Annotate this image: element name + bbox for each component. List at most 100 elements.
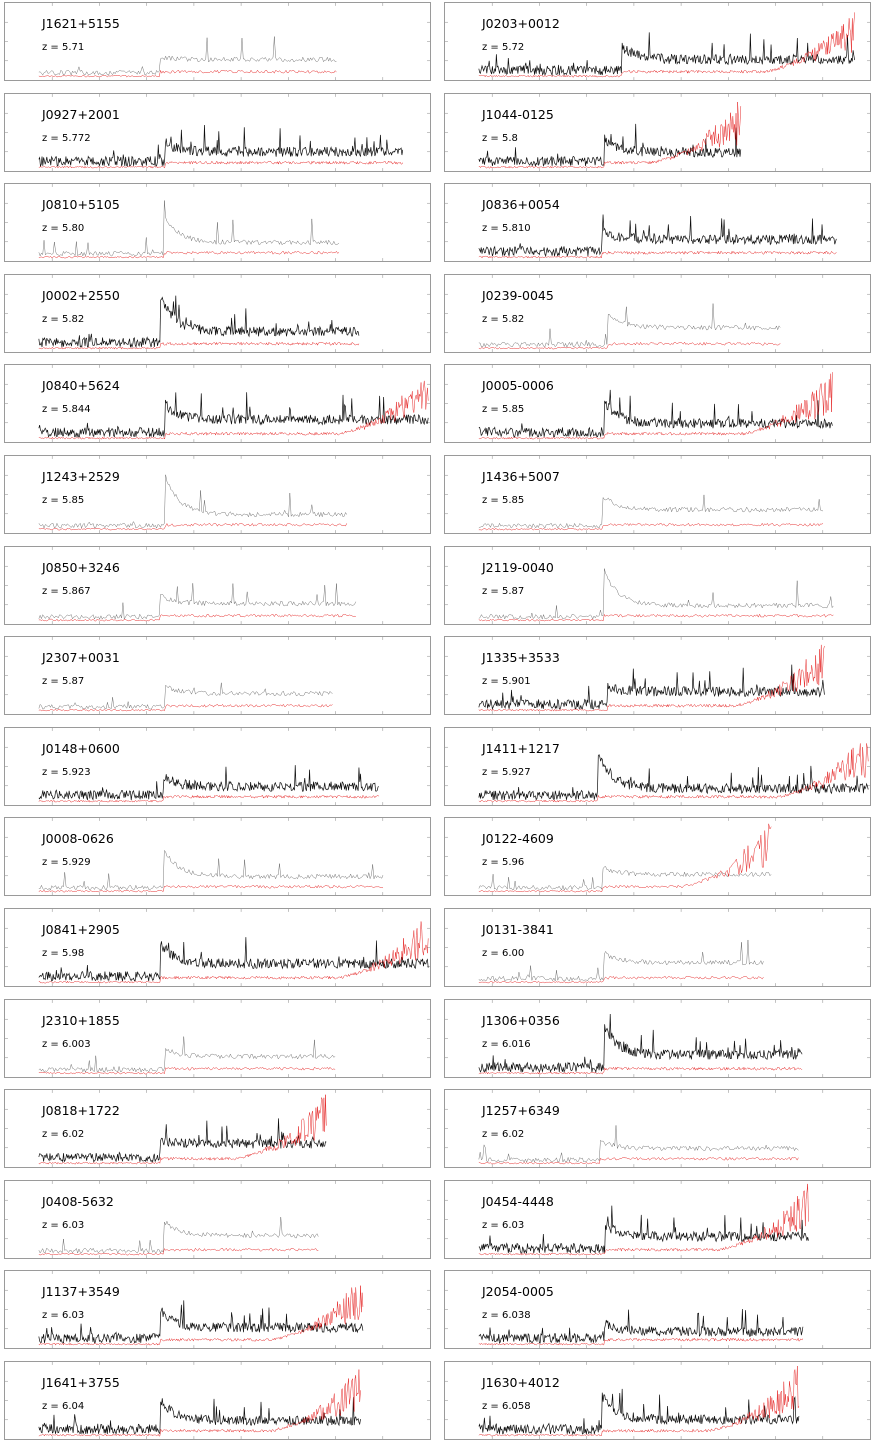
error-series: [38, 1369, 361, 1437]
spectrum-panel: J1411+1217 z = 5.927: [444, 727, 871, 806]
spectrum-panel: J1630+4012 z = 6.058: [444, 1361, 871, 1440]
redshift-label: z = 6.016: [482, 1039, 531, 1050]
spectrum-plot: [445, 1271, 870, 1348]
spectrum-panel: J0836+0054 z = 5.810: [444, 183, 871, 262]
spectrum-panel: J1641+3755 z = 6.04: [4, 1361, 431, 1440]
error-series: [38, 1094, 327, 1165]
error-series: [38, 884, 384, 893]
flux-series: [38, 583, 357, 620]
redshift-label: z = 6.02: [482, 1129, 525, 1140]
error-series: [38, 613, 356, 622]
quasar-name: J0850+3246: [42, 560, 120, 575]
quasar-name: J1436+5007: [482, 469, 560, 484]
error-series: [478, 613, 834, 622]
flux-series: [38, 1397, 361, 1435]
flux-series: [38, 1217, 319, 1254]
quasar-name: J1630+4012: [482, 1375, 560, 1390]
spectrum-plot: [5, 1181, 430, 1258]
spectrum-plot: [445, 818, 870, 895]
redshift-label: z = 5.87: [42, 676, 85, 687]
spectrum-panel: J1306+0356 z = 6.016: [444, 999, 871, 1078]
spectrum-panel: J0239-0045 z = 5.82: [444, 274, 871, 353]
flux-series: [478, 664, 825, 711]
flux-series: [38, 1118, 327, 1163]
spectrum-panel: J1137+3549 z = 6.03: [4, 1270, 431, 1349]
error-series: [478, 644, 825, 712]
flux-series: [478, 214, 837, 258]
spectrum-panel: J0122-4609 z = 5.96: [444, 817, 871, 896]
spectrum-panel: J0840+5624 z = 5.844: [4, 364, 431, 443]
flux-series: [38, 849, 384, 891]
flux-series: [38, 36, 337, 76]
spectrum-panel: J1243+2529 z = 5.85: [4, 455, 431, 534]
redshift-label: z = 5.923: [42, 767, 91, 778]
error-series: [38, 69, 337, 78]
spectrum-plot: [445, 637, 870, 714]
redshift-label: z = 6.03: [42, 1220, 85, 1231]
quasar-name: J1306+0356: [482, 1013, 560, 1028]
redshift-label: z = 5.927: [482, 767, 531, 778]
flux-series: [478, 753, 869, 801]
flux-series: [478, 568, 834, 620]
spectrum-plot: [5, 184, 430, 261]
redshift-label: z = 5.8: [482, 133, 518, 144]
spectrum-plot: [445, 184, 870, 261]
quasar-name: J2310+1855: [42, 1013, 120, 1028]
error-series: [38, 380, 429, 440]
flux-series: [38, 765, 380, 801]
quasar-name: J0005-0006: [482, 378, 554, 393]
spectrum-plot: [5, 1362, 430, 1439]
error-series: [478, 975, 764, 984]
redshift-label: z = 5.82: [482, 314, 525, 325]
spectrum-plot: [5, 365, 430, 442]
flux-series: [478, 1388, 800, 1436]
spectrum-plot: [445, 909, 870, 986]
redshift-label: z = 5.72: [482, 42, 525, 53]
redshift-label: z = 6.058: [482, 1401, 531, 1412]
quasar-name: J2119-0040: [482, 560, 554, 575]
quasar-name: J1335+3533: [482, 650, 560, 665]
spectrum-plot: [445, 1362, 870, 1439]
error-series: [478, 823, 772, 893]
spectrum-panel: J1621+5155 z = 5.71: [4, 2, 431, 81]
spectrum-panel: J2054-0005 z = 6.038: [444, 1270, 871, 1349]
spectrum-panel: J0148+0600 z = 5.923: [4, 727, 431, 806]
error-series: [478, 250, 837, 259]
error-series: [38, 1247, 319, 1256]
spectrum-panel: J1044-0125 z = 5.8: [444, 93, 871, 172]
quasar-name: J0239-0045: [482, 288, 554, 303]
spectrum-panel: J0008-0626 z = 5.929: [4, 817, 431, 896]
quasar-name: J1137+3549: [42, 1284, 120, 1299]
quasar-name: J0131-3841: [482, 922, 554, 937]
error-series: [38, 160, 403, 169]
flux-series: [478, 1205, 809, 1255]
spectrum-plot: [5, 728, 430, 805]
error-series: [478, 372, 833, 440]
error-series: [38, 703, 333, 712]
spectrum-panel: J1436+5007 z = 5.85: [444, 455, 871, 534]
flux-series: [38, 392, 429, 438]
spectrum-panel: J0002+2550 z = 5.82: [4, 274, 431, 353]
flux-series: [478, 32, 856, 77]
quasar-name: J0836+0054: [482, 197, 560, 212]
spectrum-panel: J0005-0006 z = 5.85: [444, 364, 871, 443]
spectrum-plot: [445, 456, 870, 533]
error-series: [478, 522, 824, 531]
error-series: [478, 1066, 803, 1075]
spectrum-plot: [445, 1181, 870, 1258]
redshift-label: z = 6.03: [482, 1220, 525, 1231]
spectrum-panel: J0818+1722 z = 6.02: [4, 1089, 431, 1168]
error-series: [38, 794, 380, 803]
redshift-label: z = 5.85: [482, 495, 525, 506]
spectrum-plot: [5, 637, 430, 714]
redshift-label: z = 6.038: [482, 1310, 531, 1321]
error-series: [478, 12, 855, 78]
quasar-name: J2307+0031: [42, 650, 120, 665]
redshift-label: z = 5.929: [42, 857, 91, 868]
redshift-label: z = 5.80: [42, 223, 85, 234]
spectrum-panel: J0408-5632 z = 6.03: [4, 1180, 431, 1259]
quasar-name: J1641+3755: [42, 1375, 120, 1390]
error-series: [478, 341, 781, 350]
spectrum-panel: J0850+3246 z = 5.867: [4, 546, 431, 625]
spectrum-plot: [445, 728, 870, 805]
